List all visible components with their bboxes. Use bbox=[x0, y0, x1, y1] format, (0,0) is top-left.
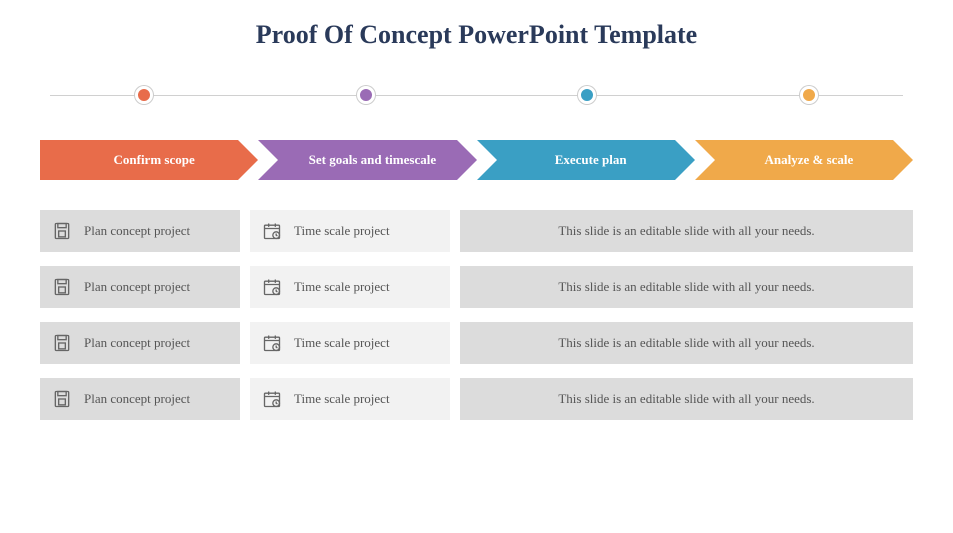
step-label-1: Confirm scope bbox=[104, 152, 195, 168]
desc-text: This slide is an editable slide with all… bbox=[558, 279, 814, 295]
step-label-4: Analyze & scale bbox=[754, 152, 853, 168]
time-text: Time scale project bbox=[294, 335, 390, 351]
step-label-3: Execute plan bbox=[545, 152, 627, 168]
table-rows: Plan concept project Time scale project … bbox=[40, 210, 913, 420]
save-icon bbox=[52, 333, 72, 353]
plan-cell: Plan concept project bbox=[40, 322, 240, 364]
step-arrow-4: Analyze & scale bbox=[695, 140, 913, 180]
calendar-icon bbox=[262, 277, 282, 297]
table-row: Plan concept project Time scale project … bbox=[40, 322, 913, 364]
step-arrows: Confirm scope Set goals and timescale Ex… bbox=[40, 140, 913, 180]
timeline-dot-3 bbox=[578, 86, 596, 104]
step-arrow-1: Confirm scope bbox=[40, 140, 258, 180]
time-text: Time scale project bbox=[294, 391, 390, 407]
timeline-dot-4 bbox=[800, 86, 818, 104]
table-row: Plan concept project Time scale project … bbox=[40, 378, 913, 420]
table-row: Plan concept project Time scale project … bbox=[40, 210, 913, 252]
table-row: Plan concept project Time scale project … bbox=[40, 266, 913, 308]
timeline-dot-2 bbox=[357, 86, 375, 104]
time-text: Time scale project bbox=[294, 279, 390, 295]
desc-cell: This slide is an editable slide with all… bbox=[460, 322, 913, 364]
time-cell: Time scale project bbox=[250, 266, 450, 308]
plan-cell: Plan concept project bbox=[40, 210, 240, 252]
save-icon bbox=[52, 221, 72, 241]
plan-text: Plan concept project bbox=[84, 335, 190, 351]
time-cell: Time scale project bbox=[250, 378, 450, 420]
desc-cell: This slide is an editable slide with all… bbox=[460, 378, 913, 420]
timeline-line bbox=[50, 95, 903, 96]
desc-cell: This slide is an editable slide with all… bbox=[460, 210, 913, 252]
step-label-2: Set goals and timescale bbox=[299, 152, 436, 168]
plan-cell: Plan concept project bbox=[40, 266, 240, 308]
plan-text: Plan concept project bbox=[84, 391, 190, 407]
save-icon bbox=[52, 389, 72, 409]
calendar-icon bbox=[262, 221, 282, 241]
slide-title: Proof Of Concept PowerPoint Template bbox=[30, 20, 923, 50]
time-cell: Time scale project bbox=[250, 322, 450, 364]
plan-cell: Plan concept project bbox=[40, 378, 240, 420]
desc-text: This slide is an editable slide with all… bbox=[558, 391, 814, 407]
plan-text: Plan concept project bbox=[84, 223, 190, 239]
time-text: Time scale project bbox=[294, 223, 390, 239]
timeline bbox=[50, 80, 903, 110]
desc-text: This slide is an editable slide with all… bbox=[558, 223, 814, 239]
step-arrow-3: Execute plan bbox=[477, 140, 695, 180]
timeline-dot-1 bbox=[135, 86, 153, 104]
time-cell: Time scale project bbox=[250, 210, 450, 252]
calendar-icon bbox=[262, 333, 282, 353]
calendar-icon bbox=[262, 389, 282, 409]
step-arrow-2: Set goals and timescale bbox=[258, 140, 476, 180]
desc-cell: This slide is an editable slide with all… bbox=[460, 266, 913, 308]
plan-text: Plan concept project bbox=[84, 279, 190, 295]
save-icon bbox=[52, 277, 72, 297]
desc-text: This slide is an editable slide with all… bbox=[558, 335, 814, 351]
